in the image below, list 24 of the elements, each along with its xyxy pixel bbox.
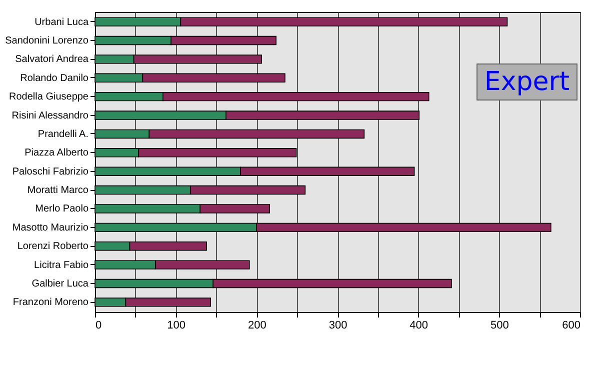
y-tick-label: Salvatori Andrea bbox=[15, 54, 89, 66]
x-tick-label: 200 bbox=[248, 320, 266, 332]
y-tick-label: Masotto Maurizio bbox=[12, 222, 89, 234]
y-tick-label: Galbier Luca bbox=[32, 278, 89, 290]
y-tick-label: Paloschi Fabrizio bbox=[12, 166, 89, 178]
y-tick-label: Sandonini Lorenzo bbox=[5, 36, 89, 47]
x-tick-label: 100 bbox=[167, 320, 186, 332]
y-tick-label: Lorenzi Roberto bbox=[17, 241, 89, 252]
y-tick-label: Prandelli A. bbox=[38, 128, 88, 140]
y-tick-label: Risini Alessandro bbox=[12, 110, 89, 122]
x-tick-label: 400 bbox=[410, 320, 428, 332]
x-tick-label: 600 bbox=[562, 320, 580, 332]
y-tick-label: Urbani Luca bbox=[34, 16, 89, 28]
x-tick-label: 300 bbox=[328, 320, 348, 332]
x-tick-label: 0 bbox=[96, 320, 102, 332]
y-tick-label: Moratti Marco bbox=[27, 185, 89, 196]
y-tick-label: Franzoni Moreno bbox=[12, 297, 89, 308]
x-tick-label: 500 bbox=[490, 320, 509, 332]
y-tick-label: Rodella Giuseppe bbox=[9, 92, 89, 103]
y-tick-label: Licitra Fabio bbox=[34, 260, 89, 271]
annotation: Expert bbox=[484, 67, 570, 97]
y-tick-label: Rolando Danilo bbox=[20, 72, 89, 84]
y-tick-label: Merlo Paolo bbox=[35, 204, 89, 215]
y-tick-label: Piazza Alberto bbox=[24, 148, 89, 159]
